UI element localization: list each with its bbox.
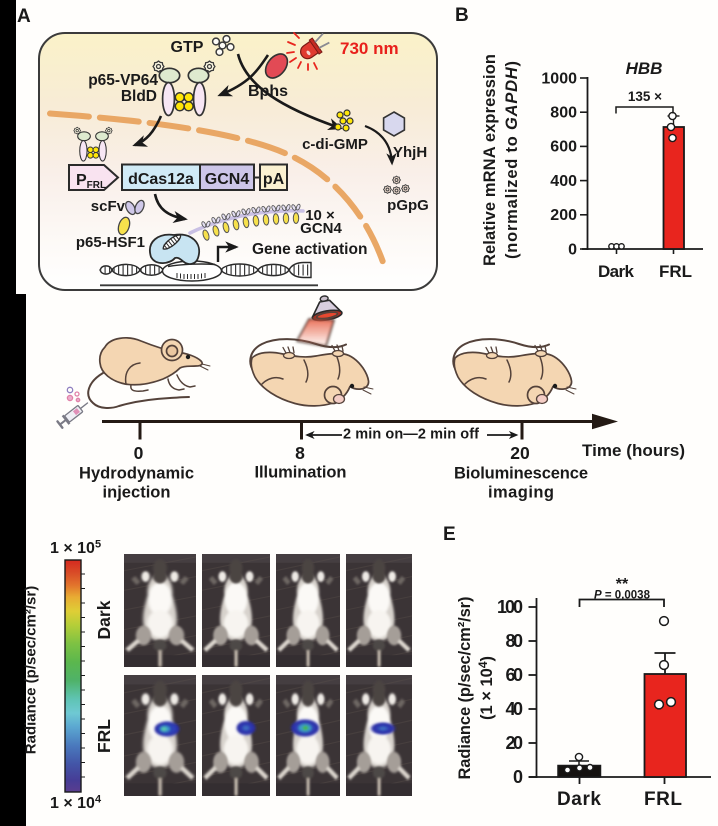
svg-text:GCN4: GCN4 <box>300 220 342 237</box>
svg-text:c-di-GMP: c-di-GMP <box>302 136 368 153</box>
svg-text:FRL: FRL <box>94 719 114 753</box>
svg-text:Relative mRNA expression: Relative mRNA expression <box>481 54 499 266</box>
svg-text:P = 0.0038: P = 0.0038 <box>594 590 651 602</box>
svg-text:Bphs: Bphs <box>248 83 288 100</box>
svg-text:imaging: imaging <box>488 484 554 502</box>
svg-text:B: B <box>455 5 469 26</box>
svg-text:Gene activation: Gene activation <box>252 241 367 258</box>
svg-text:Dark: Dark <box>598 262 635 281</box>
svg-text:p65-VP64: p65-VP64 <box>88 72 158 89</box>
svg-text:400: 400 <box>550 173 577 190</box>
svg-text:60: 60 <box>506 665 524 685</box>
svg-text:**: ** <box>616 576 629 593</box>
svg-text:Dark: Dark <box>94 600 114 639</box>
svg-text:E: E <box>443 524 456 545</box>
svg-text:FRL: FRL <box>659 262 692 281</box>
svg-text:Radiance (p/sec/cm²/sr): Radiance (p/sec/cm²/sr) <box>456 597 474 780</box>
svg-text:Dark: Dark <box>557 789 601 810</box>
svg-text:GTP: GTP <box>171 39 204 56</box>
svg-text:20: 20 <box>506 733 524 753</box>
svg-text:1 × 104: 1 × 104 <box>50 794 102 813</box>
svg-text:A: A <box>17 6 31 27</box>
svg-text:(normalized to GAPDH): (normalized to GAPDH) <box>503 61 521 259</box>
svg-text:10 ×: 10 × <box>305 207 335 224</box>
svg-text:0: 0 <box>134 443 144 463</box>
svg-text:injection: injection <box>103 484 171 502</box>
svg-text:8: 8 <box>295 443 305 463</box>
svg-text:scFv: scFv <box>91 198 126 215</box>
svg-text:pGpG: pGpG <box>387 197 429 214</box>
svg-text:1 × 105: 1 × 105 <box>50 539 101 558</box>
svg-text:Radiance (p/sec/cm²/sr): Radiance (p/sec/cm²/sr) <box>23 586 40 754</box>
svg-text:20: 20 <box>510 443 530 463</box>
svg-text:p65-HSF1: p65-HSF1 <box>76 234 145 251</box>
svg-text:135 ×: 135 × <box>628 89 662 104</box>
svg-text:1000: 1000 <box>541 71 577 88</box>
svg-text:pA: pA <box>263 171 285 188</box>
svg-text:800: 800 <box>550 105 577 122</box>
svg-text:Illumination: Illumination <box>255 464 347 482</box>
svg-text:HBB: HBB <box>626 59 663 78</box>
svg-text:dCas12a: dCas12a <box>128 171 194 188</box>
svg-text:100: 100 <box>497 597 523 617</box>
svg-text:0: 0 <box>568 242 577 259</box>
svg-text:BldD: BldD <box>121 88 157 105</box>
svg-text:Time (hours): Time (hours) <box>582 441 685 460</box>
svg-text:600: 600 <box>550 139 577 156</box>
svg-text:YhjH: YhjH <box>393 144 427 161</box>
svg-text:FRL: FRL <box>644 789 682 810</box>
svg-text:40: 40 <box>506 699 524 719</box>
svg-text:GCN4: GCN4 <box>205 171 250 188</box>
svg-text:200: 200 <box>550 207 577 224</box>
svg-text:80: 80 <box>506 631 524 651</box>
svg-text:Bioluminescence: Bioluminescence <box>454 465 588 483</box>
svg-text:(1 × 104): (1 × 104) <box>476 656 496 720</box>
svg-text:0: 0 <box>513 767 523 787</box>
svg-text:Hydrodynamic: Hydrodynamic <box>79 465 194 483</box>
svg-text:730 nm: 730 nm <box>340 39 399 58</box>
svg-text:2 min on—2 min off: 2 min on—2 min off <box>343 427 479 443</box>
